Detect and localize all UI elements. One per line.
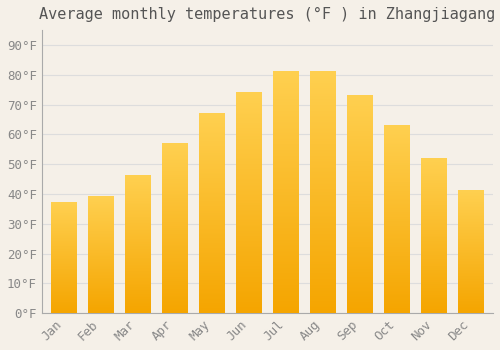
Title: Average monthly temperatures (°F ) in Zhangjiagang: Average monthly temperatures (°F ) in Zh… [40, 7, 496, 22]
